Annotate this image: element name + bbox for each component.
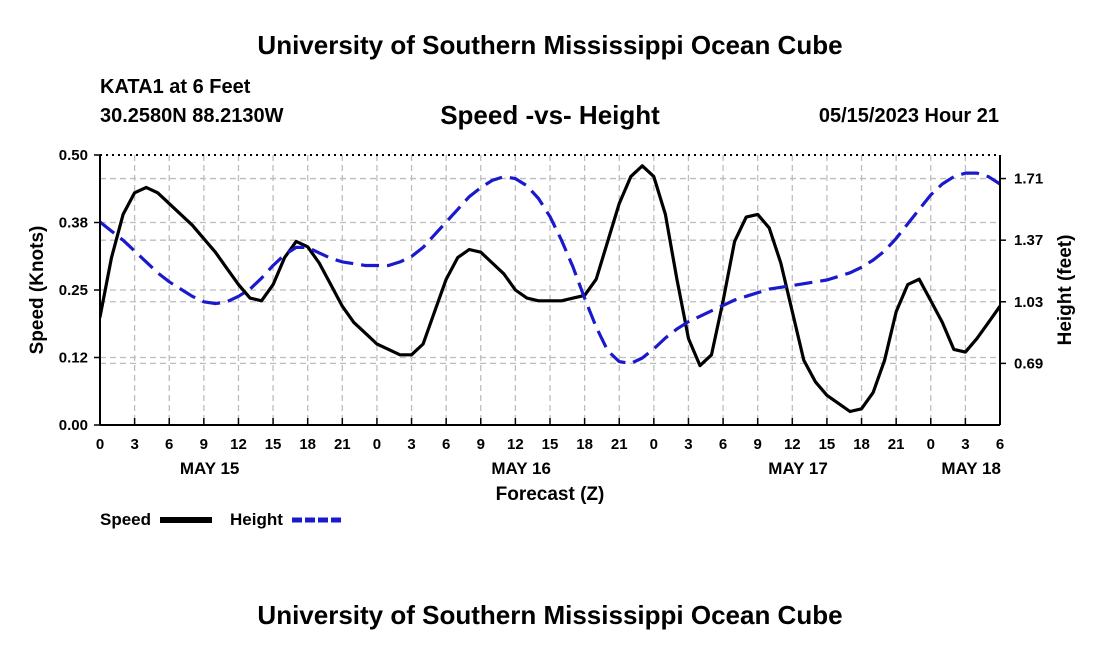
left-axis-title: Speed (Knots) — [27, 226, 48, 355]
legend-label-height: Height — [230, 510, 283, 529]
right-axis-title: Height (feet) — [1055, 235, 1076, 346]
series-layer — [100, 164, 1000, 414]
x-tick-label: 6 — [442, 436, 450, 453]
x-tick-label: 3 — [961, 436, 969, 453]
series-line-speed — [100, 164, 1000, 414]
chart-labels: 0 3 6 9 12 15 18 21 0 3 6 9 12 15 18 21 0 3 6 9 12 15 18 21 0 3 6M… — [27, 147, 1076, 505]
x-tick-label: 18 — [576, 436, 593, 453]
left-tick-label: 0.38 — [59, 215, 88, 232]
legend-label-speed: Speed — [100, 510, 151, 529]
series-line-height — [100, 171, 1000, 365]
x-tick-label: 6 — [719, 436, 727, 453]
x-tick-label: 9 — [477, 436, 485, 453]
chart-subtitle: Speed -vs- Height — [440, 100, 660, 130]
left-tick-label: 0.25 — [59, 282, 88, 299]
footer-title: University of Southern Mississippi Ocean… — [257, 600, 843, 630]
x-tick-label: 3 — [407, 436, 415, 453]
x-axis-title: Forecast (Z) — [496, 484, 605, 505]
chart-axes — [94, 154, 1006, 426]
right-tick-label: 0.69 — [1014, 355, 1043, 372]
left-tick-label: 0.00 — [59, 417, 88, 434]
x-tick-label: 12 — [230, 436, 247, 453]
x-tick-label: 0 — [927, 436, 935, 453]
left-tick-label: 0.12 — [59, 350, 88, 367]
right-tick-label: 1.71 — [1014, 171, 1043, 188]
x-tick-label: 0 — [650, 436, 658, 453]
x-tick-label: 15 — [819, 436, 836, 453]
forecast-datetime: 05/15/2023 Hour 21 — [818, 105, 999, 127]
x-tick-label: 18 — [299, 436, 316, 453]
right-tick-label: 1.03 — [1014, 294, 1043, 311]
date-label: MAY 18 — [941, 459, 1001, 478]
x-tick-label: 0 — [373, 436, 381, 453]
date-label: MAY 17 — [768, 459, 828, 478]
coordinates-label: 30.2580N 88.2130W — [100, 105, 284, 127]
x-tick-label: 3 — [130, 436, 138, 453]
x-tick-label: 6 — [165, 436, 173, 453]
left-tick-label: 0.50 — [59, 147, 88, 164]
x-tick-label: 3 — [684, 436, 692, 453]
x-tick-label: 0 — [96, 436, 104, 453]
x-tick-label: 21 — [611, 436, 628, 453]
station-label: KATA1 at 6 Feet — [100, 76, 251, 98]
x-tick-label: 9 — [200, 436, 208, 453]
x-tick-label: 15 — [265, 436, 282, 453]
date-label: MAY 16 — [491, 459, 551, 478]
main-title: University of Southern Mississippi Ocean… — [257, 30, 843, 60]
x-tick-label: 9 — [754, 436, 762, 453]
x-tick-label: 21 — [888, 436, 905, 453]
date-label: MAY 15 — [180, 459, 240, 478]
x-tick-label: 6 — [996, 436, 1004, 453]
x-tick-label: 18 — [853, 436, 870, 453]
chart-legend: Speed Height — [100, 510, 342, 529]
x-tick-label: 15 — [542, 436, 559, 453]
right-tick-label: 1.37 — [1014, 232, 1043, 249]
x-tick-label: 12 — [784, 436, 801, 453]
x-tick-label: 12 — [507, 436, 524, 453]
chart-grid — [100, 155, 1000, 425]
x-tick-label: 21 — [334, 436, 351, 453]
